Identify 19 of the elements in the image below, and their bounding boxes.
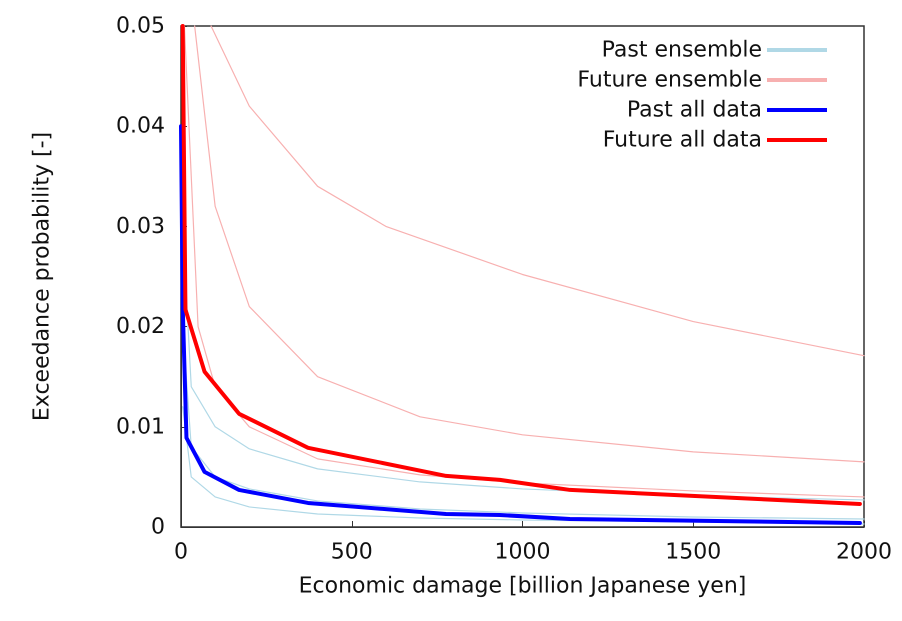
- legend-label: Past all data: [626, 98, 762, 122]
- x-tick-label: 1000: [494, 540, 550, 564]
- y-tick-label: 0.03: [116, 214, 165, 239]
- legend-label: Future all data: [602, 128, 762, 152]
- x-axis-title: Economic damage [billion Japanese yen]: [298, 574, 746, 598]
- y-tick-label: 0.04: [116, 114, 165, 139]
- legend-label: Past ensemble: [602, 38, 762, 62]
- y-tick-label: 0.02: [116, 314, 165, 340]
- y-tick-label: 0: [151, 514, 165, 540]
- x-tick-label: 2000: [836, 540, 892, 564]
- x-tick-label: 0: [174, 540, 188, 564]
- x-tick-label: 500: [330, 540, 373, 564]
- x-tick-label: 1500: [665, 540, 722, 564]
- y-axis-title: Exceedance probability [-]: [30, 132, 54, 422]
- line-series: [210, 25, 865, 356]
- legend-label: Future ensemble: [577, 68, 762, 92]
- y-tick-label: 0.05: [116, 14, 165, 38]
- y-tick-label: 0.01: [116, 414, 165, 440]
- line-series: [179, 124, 862, 525]
